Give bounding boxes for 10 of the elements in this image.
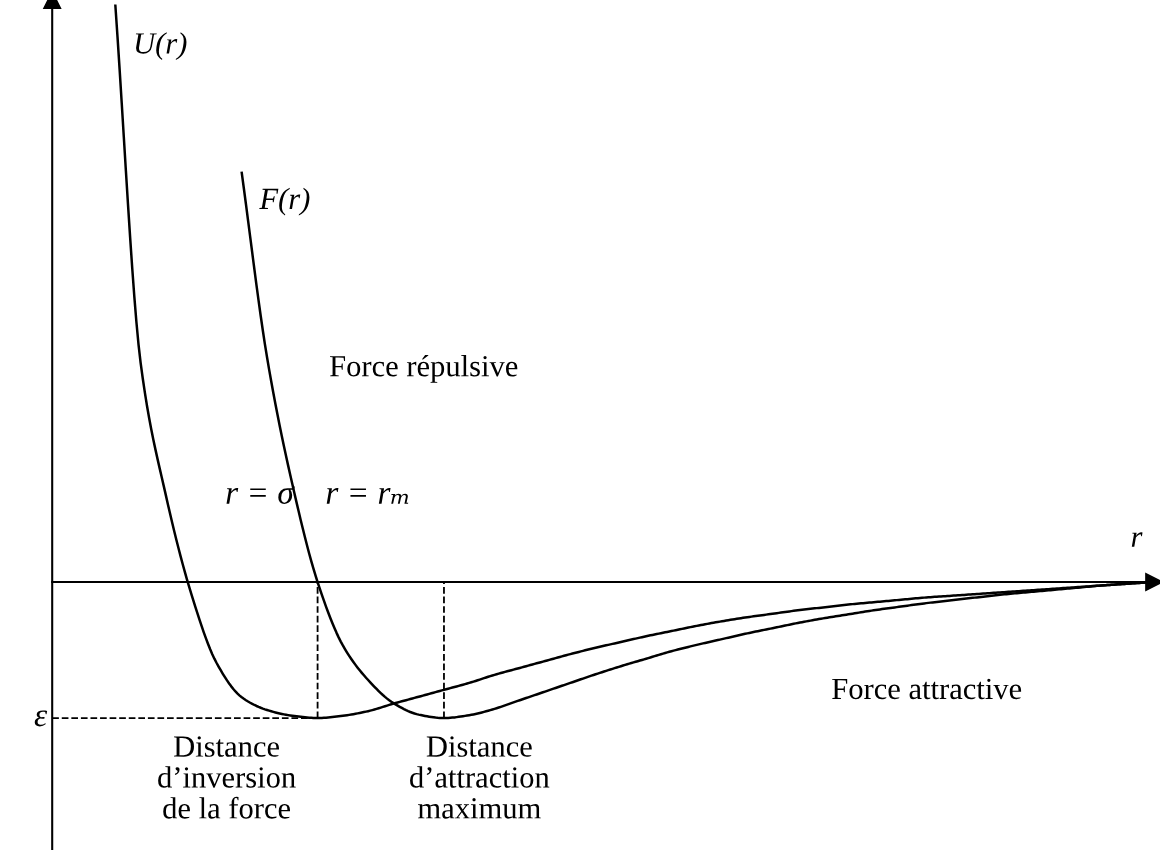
annotation: r = σ	[226, 486, 295, 504]
ref-line-label: ε	[34, 710, 48, 727]
x-axis-title: r	[1131, 532, 1143, 547]
text: Distance d’inversion de la force	[158, 736, 296, 819]
annotation: Force répulsive	[330, 354, 518, 383]
text: Distance d’attraction maximum	[410, 736, 550, 819]
annotation: Force attractive	[832, 678, 1022, 700]
annotation: r = rₘ	[326, 487, 409, 504]
series-label: F(r)	[259, 187, 310, 216]
series-label: U(r)	[135, 32, 187, 60]
